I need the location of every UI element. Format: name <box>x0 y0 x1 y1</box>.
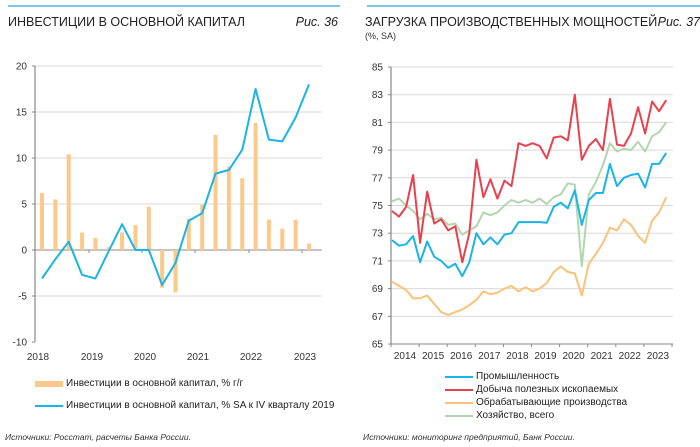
legend-item-bar: Инвестиции в основной капитал, % г/г <box>35 378 243 389</box>
y-tick-label: 81 <box>372 118 384 129</box>
chart-title: ИНВЕСТИЦИИ В ОСНОВНОЙ КАПИТАЛ <box>8 15 245 29</box>
bar <box>226 166 231 250</box>
bar <box>200 204 205 250</box>
legend-item: Обрабатывающие производства <box>445 397 627 408</box>
investment-chart: 20 15 10 5 0 -5 -10 2018 2019 2020 2021 2022 2023 <box>13 62 322 363</box>
x-tick-label: 2018 <box>506 351 529 362</box>
bar <box>240 178 245 250</box>
y-tick-label: 20 <box>16 62 28 73</box>
x-tick-label: 2014 <box>394 351 417 362</box>
bar <box>293 219 298 250</box>
x-tick-label: 2017 <box>478 351 501 362</box>
series-line <box>391 121 668 268</box>
x-tick-label: 2021 <box>591 351 614 362</box>
x-tick-label: 2020 <box>134 352 157 363</box>
y-tick-label: 5 <box>21 200 27 211</box>
legend-item: Добыча полезных ископаемых <box>445 384 618 395</box>
bar <box>160 250 165 288</box>
bar <box>213 135 218 250</box>
bar <box>146 206 151 250</box>
x-tick-label: 2022 <box>619 351 642 362</box>
panel-top-rule <box>367 5 700 7</box>
x-tick-label: 2023 <box>647 351 670 362</box>
x-tick-label: 2019 <box>81 352 104 363</box>
series-line <box>391 196 668 316</box>
legend-item: Хозяйство, всего <box>445 410 554 421</box>
y-tick-label: 79 <box>372 146 384 157</box>
figure-label: Рис. 37 <box>657 15 700 29</box>
legend-label: Промышленность <box>476 371 560 382</box>
y-tick-label: 73 <box>372 229 384 240</box>
bar <box>173 250 178 293</box>
x-tick-label: 2018 <box>27 352 50 363</box>
legend-item-line: Инвестиции в основной капитал, % SA к IV… <box>35 400 334 411</box>
y-tick-label: 10 <box>16 154 28 165</box>
bar <box>40 192 44 250</box>
bar <box>266 219 271 250</box>
bar <box>53 199 58 250</box>
source-note: Источники: мониторинг предприятий, Банк … <box>363 432 575 442</box>
bar <box>80 232 85 250</box>
series-line <box>391 152 668 278</box>
bar <box>66 154 71 250</box>
y-tick-label: 0 <box>21 246 27 257</box>
legend-swatch <box>445 414 473 417</box>
y-tick-label: 69 <box>372 284 384 295</box>
bar <box>307 243 311 250</box>
legend-label: Обрабатывающие производства <box>476 397 628 408</box>
bar <box>133 225 138 250</box>
bar <box>253 123 258 250</box>
y-tick-label: -5 <box>18 292 27 303</box>
capacity-chart-panel: ЗАГРУЗКА ПРОИЗВОДСТВЕННЫХ МОЩНОСТЕЙ (%, … <box>355 0 700 447</box>
legend-swatch-line <box>35 404 63 407</box>
legend-label: Инвестиции в основной капитал, % г/г <box>66 378 244 389</box>
x-tick-label: 2023 <box>294 352 317 363</box>
chart-subtitle: (%, SA) <box>365 31 397 41</box>
legend-swatch <box>445 401 473 404</box>
y-tick-label: 75 <box>372 201 384 212</box>
series-line <box>391 93 668 264</box>
y-tick-label: 65 <box>372 340 384 351</box>
x-tick-label: 2016 <box>450 351 473 362</box>
bar <box>106 247 111 250</box>
legend-item: Промышленность <box>445 371 559 382</box>
bar <box>186 218 191 250</box>
y-tick-label: 71 <box>372 256 384 267</box>
x-tick-label: 2015 <box>422 351 445 362</box>
legend-label: Инвестиции в основной капитал, % SA к IV… <box>66 400 335 411</box>
bar <box>93 238 98 250</box>
legend-label: Добыча полезных ископаемых <box>476 384 619 395</box>
investment-chart-panel: ИНВЕСТИЦИИ В ОСНОВНОЙ КАПИТАЛ Рис. 36 20… <box>0 0 340 447</box>
y-tick-label: 15 <box>16 108 28 119</box>
series-line <box>41 84 310 286</box>
x-tick-label: 2022 <box>240 352 263 363</box>
y-tick-label: 83 <box>372 90 384 101</box>
source-note: Источники: Росстат, расчеты Банка России… <box>5 432 191 442</box>
legend-swatch <box>445 375 473 378</box>
y-tick-label: 67 <box>372 312 384 323</box>
x-tick-label: 2020 <box>562 351 585 362</box>
figure-label: Рис. 36 <box>295 15 338 29</box>
panel-top-rule <box>8 5 340 7</box>
bar <box>280 228 285 250</box>
bar <box>120 232 125 250</box>
capacity-chart: 85 83 81 79 77 75 73 71 69 67 65 2014 2015 2016 2017 20… <box>372 63 673 362</box>
y-tick-label: 85 <box>372 63 384 74</box>
legend-swatch <box>445 388 473 391</box>
legend-swatch-bar <box>35 380 63 387</box>
chart-title: ЗАГРУЗКА ПРОИЗВОДСТВЕННЫХ МОЩНОСТЕЙ <box>365 15 658 29</box>
y-tick-label: 77 <box>372 173 384 184</box>
legend-label: Хозяйство, всего <box>476 410 555 421</box>
y-tick-label: -10 <box>13 338 28 349</box>
x-tick-label: 2021 <box>187 352 210 363</box>
x-tick-label: 2019 <box>534 351 557 362</box>
